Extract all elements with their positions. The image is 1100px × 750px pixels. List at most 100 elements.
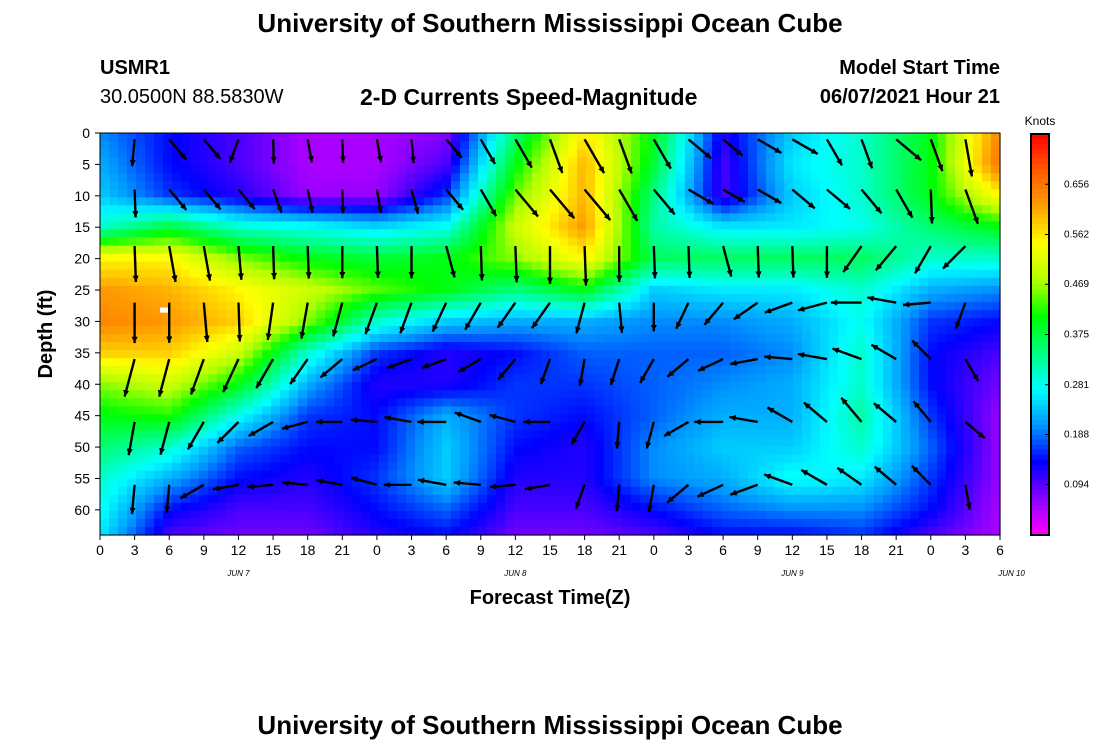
heatmap-cell (559, 245, 569, 255)
heatmap-cell (388, 181, 398, 190)
heatmap-cell (460, 414, 470, 424)
heatmap-cell (856, 334, 866, 343)
heatmap-cell (379, 526, 389, 536)
heatmap-cell (640, 398, 650, 407)
heatmap-cell (523, 301, 533, 311)
heatmap-cell (226, 358, 236, 367)
heatmap-cell (163, 317, 173, 327)
heatmap-cell (748, 213, 758, 223)
heatmap-cell (379, 350, 389, 359)
heatmap-cell (469, 510, 479, 520)
heatmap-cell (586, 526, 596, 536)
heatmap-cell (406, 149, 416, 158)
heatmap-cell (595, 446, 605, 456)
heatmap-cell (253, 358, 263, 367)
heatmap-cell (775, 518, 785, 528)
heatmap-cell (703, 253, 713, 263)
heatmap-cell (550, 342, 560, 351)
heatmap-cell (640, 157, 650, 166)
heatmap-cell (568, 165, 578, 174)
heatmap-cell (649, 446, 659, 456)
heatmap-cell (298, 133, 308, 142)
heatmap-cell (955, 438, 965, 448)
heatmap-cell (622, 462, 632, 472)
heatmap-cell (442, 486, 452, 496)
heatmap-cell (118, 366, 128, 375)
heatmap-cell (946, 406, 956, 415)
heatmap-cell (514, 494, 524, 504)
heatmap-cell (757, 462, 767, 472)
heatmap-cell (676, 470, 686, 480)
heatmap-cell (532, 245, 542, 255)
heatmap-cell (775, 165, 785, 174)
heatmap-cell (145, 494, 155, 504)
heatmap-cell (730, 253, 740, 263)
heatmap-cell (649, 454, 659, 464)
heatmap-cell (271, 462, 281, 472)
heatmap-cell (667, 350, 677, 359)
heatmap-cell (244, 366, 254, 375)
heatmap-cell (586, 366, 596, 375)
heatmap-cell (937, 221, 947, 231)
heatmap-cell (442, 390, 452, 399)
heatmap-cell (991, 502, 1001, 512)
heatmap-cell (190, 430, 200, 440)
heatmap-cell (559, 470, 569, 480)
heatmap-cell (127, 350, 137, 359)
heatmap-cell (766, 422, 776, 432)
heatmap-cell (748, 390, 758, 399)
heatmap-cell (586, 446, 596, 456)
heatmap-cell (298, 237, 308, 247)
heatmap-cell (568, 245, 578, 255)
heatmap-cell (829, 390, 839, 399)
heatmap-cell (424, 502, 434, 512)
heatmap-cell (496, 165, 506, 174)
heatmap-cell (478, 526, 488, 536)
heatmap-cell (487, 398, 497, 407)
heatmap-cell (442, 149, 452, 158)
heatmap-cell (757, 301, 767, 311)
heatmap-cell (451, 390, 461, 399)
heatmap-cell (289, 205, 299, 214)
heatmap-cell (235, 390, 245, 399)
heatmap-cell (298, 269, 308, 279)
heatmap-cell (190, 502, 200, 512)
heatmap-cell (181, 422, 191, 432)
heatmap-cell (451, 253, 461, 263)
heatmap-cell (802, 366, 812, 375)
heatmap-cell (172, 237, 182, 247)
heatmap-cell (244, 229, 254, 239)
heatmap-cell (271, 454, 281, 464)
heatmap-cell (865, 253, 875, 263)
heatmap-cell (712, 486, 722, 496)
heatmap-cell (955, 358, 965, 367)
heatmap-cell (784, 237, 794, 247)
heatmap-cell (712, 141, 722, 150)
heatmap-cell (199, 213, 209, 223)
heatmap-cell (838, 293, 848, 303)
heatmap-cell (280, 173, 290, 182)
heatmap-cell (748, 358, 758, 367)
heatmap-cell (964, 358, 974, 367)
heatmap-cell (838, 342, 848, 351)
heatmap-cell (730, 382, 740, 391)
heatmap-cell (145, 430, 155, 440)
heatmap-cell (199, 277, 209, 287)
heatmap-cell (460, 366, 470, 375)
heatmap-cell (694, 422, 704, 432)
heatmap-cell (901, 366, 911, 375)
heatmap-cell (910, 261, 920, 271)
heatmap-cell (757, 414, 767, 424)
heatmap-cell (586, 189, 596, 198)
heatmap-cell (262, 165, 272, 174)
heatmap-cell (658, 358, 668, 367)
heatmap-cell (325, 325, 335, 335)
heatmap-cell (694, 301, 704, 311)
heatmap-cell (406, 446, 416, 456)
heatmap-cell (982, 221, 992, 231)
heatmap-cell (460, 197, 470, 206)
heatmap-cell (973, 221, 983, 231)
heatmap-cell (388, 486, 398, 496)
heatmap-cell (550, 173, 560, 182)
heatmap-cell (838, 213, 848, 223)
